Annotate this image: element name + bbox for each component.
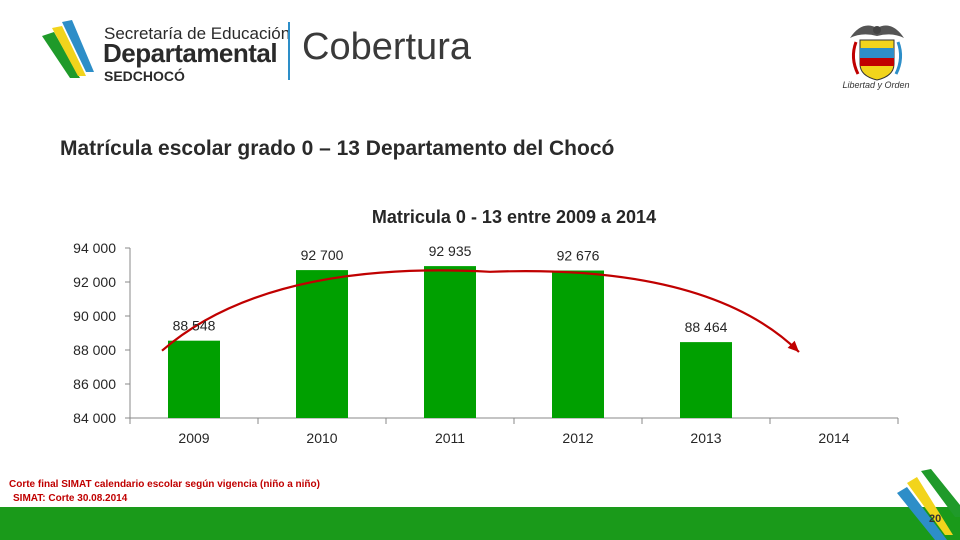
- chart-title: Matricula 0 - 13 entre 2009 a 2014: [372, 207, 656, 227]
- page-number: 20: [929, 513, 942, 525]
- source-note: Corte final SIMAT calendario escolar seg…: [9, 479, 320, 490]
- org-name-line3: SEDCHOCÓ: [104, 68, 185, 84]
- data-labels: 88 548 92 700 92 935 92 676 88 464: [173, 243, 728, 335]
- bar: [424, 266, 476, 418]
- org-name-line1: Secretaría de Educación: [104, 24, 291, 43]
- data-label: 92 935: [429, 243, 472, 259]
- footer-bar: [0, 507, 960, 540]
- x-axis: 2009 2010 2011 2012 2013 2014: [129, 417, 899, 446]
- enrollment-bar-chart: Matricula 0 - 13 entre 2009 a 2014 84 00…: [73, 207, 899, 446]
- crest-motto: Libertad y Orden: [842, 80, 910, 90]
- header-divider: [288, 22, 290, 80]
- x-tick-label: 2014: [818, 430, 849, 446]
- sed-logo-icon: [42, 20, 94, 78]
- bar: [296, 270, 348, 418]
- y-axis: 84 000 86 000 88 000 90 000 92 000 94 000: [73, 240, 131, 426]
- x-tick-label: 2012: [562, 430, 593, 446]
- data-label: 88 548: [173, 318, 216, 334]
- y-tick-label: 84 000: [73, 410, 116, 426]
- y-tick-label: 92 000: [73, 274, 116, 290]
- bars: [168, 266, 732, 418]
- coat-of-arms-icon: [850, 25, 904, 81]
- y-tick-label: 86 000: [73, 376, 116, 392]
- trend-line: [161, 269, 800, 353]
- bar: [552, 270, 604, 418]
- y-tick-label: 88 000: [73, 342, 116, 358]
- y-tick-label: 94 000: [73, 240, 116, 256]
- corner-stripes-icon: [897, 469, 960, 540]
- bar: [680, 342, 732, 418]
- x-tick-label: 2011: [435, 430, 465, 446]
- trend-arrowhead: [787, 340, 799, 352]
- x-tick-label: 2013: [690, 430, 721, 446]
- y-tick-label: 90 000: [73, 308, 116, 324]
- x-tick-label: 2009: [178, 430, 209, 446]
- bar: [168, 340, 220, 418]
- slide-header: Secretaría de Educación Departamental SE…: [0, 0, 960, 110]
- trend-curve: [161, 269, 800, 353]
- data-label: 88 464: [685, 319, 728, 335]
- section-name: Cobertura: [302, 26, 471, 68]
- org-name-line2: Departamental: [103, 38, 278, 68]
- cutoff-note: SIMAT: Corte 30.08.2014: [13, 493, 128, 504]
- data-label: 92 676: [557, 248, 600, 264]
- slide-title: Matrícula escolar grado 0 – 13 Departame…: [60, 137, 615, 160]
- data-label: 92 700: [301, 247, 344, 263]
- x-tick-label: 2010: [306, 430, 337, 446]
